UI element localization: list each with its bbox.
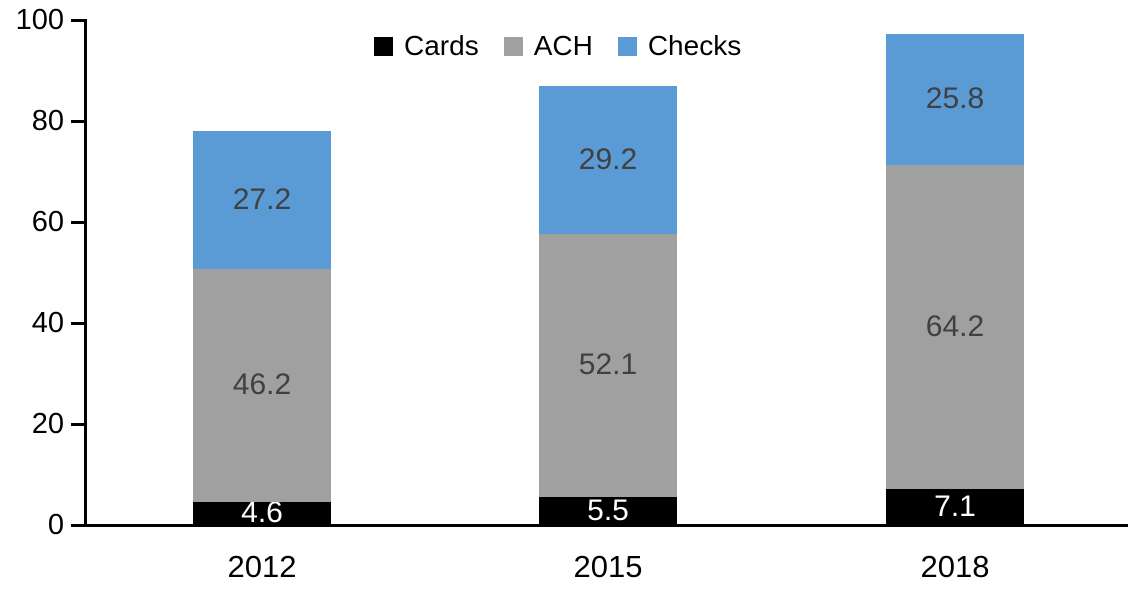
y-axis-tick-label: 0 xyxy=(47,509,64,541)
legend-label: ACH xyxy=(533,30,593,61)
data-label-cards-2015: 5.5 xyxy=(587,493,629,527)
y-axis-tick-mark xyxy=(71,220,85,224)
x-axis-category-label: 2015 xyxy=(573,549,643,584)
data-label-ach-2018: 64.2 xyxy=(925,309,985,343)
x-axis-category-label: 2018 xyxy=(920,549,990,584)
y-axis-tick-mark xyxy=(71,18,85,22)
legend-item-cards: Cards xyxy=(374,32,479,60)
data-label-checks-2015: 29.2 xyxy=(578,143,638,177)
y-axis-line xyxy=(84,19,87,527)
data-label-cards-2012: 4.6 xyxy=(241,496,283,530)
bar-segment-checks-2015: 29.2 xyxy=(539,86,677,234)
data-label-ach-2012: 46.2 xyxy=(232,368,292,402)
y-axis-tick-mark xyxy=(71,422,85,426)
legend-item-checks: Checks xyxy=(617,30,742,61)
chart-legend: Cards ACH Checks xyxy=(374,30,741,62)
y-axis-tick-label: 40 xyxy=(31,307,64,339)
legend-swatch-checks xyxy=(617,36,637,56)
bar-segment-checks-2018: 25.8 xyxy=(886,34,1024,165)
data-label-checks-2012: 27.2 xyxy=(232,182,292,216)
y-axis-tick-mark xyxy=(71,523,85,527)
y-axis-tick-mark xyxy=(71,119,85,123)
data-label-checks-2018: 25.8 xyxy=(925,82,985,116)
bar-segment-checks-2012: 27.2 xyxy=(193,131,331,269)
legend-swatch-ach xyxy=(503,36,523,56)
bar-2015: 5.5 52.1 29.2 xyxy=(539,86,677,527)
bar-2012: 4.6 46.2 27.2 xyxy=(193,131,331,528)
bar-segment-ach-2015: 52.1 xyxy=(539,233,677,497)
data-label-cards-2018: 7.1 xyxy=(934,489,976,523)
legend-label: Cards xyxy=(404,30,479,61)
bar-segment-cards-2015: 5.5 xyxy=(539,493,677,527)
bar-segment-cards-2018: 7.1 xyxy=(886,488,1024,525)
legend-label: Checks xyxy=(647,30,742,61)
x-axis-category-label: 2012 xyxy=(227,549,297,584)
bar-segment-ach-2018: 64.2 xyxy=(886,164,1024,489)
bar-2018: 7.1 64.2 25.8 xyxy=(886,34,1024,525)
x-axis-line xyxy=(71,524,1128,527)
y-axis-tick-label: 60 xyxy=(31,206,64,238)
y-axis-tick-label: 80 xyxy=(31,105,64,137)
legend-item-ach: ACH xyxy=(503,30,593,61)
bar-segment-ach-2012: 46.2 xyxy=(193,268,331,502)
y-axis-tick-label: 20 xyxy=(31,408,64,440)
bar-segment-cards-2012: 4.6 xyxy=(193,498,331,528)
legend-swatch-cards xyxy=(374,36,393,56)
y-axis-tick-label: 100 xyxy=(15,4,64,36)
y-axis-tick-mark xyxy=(71,321,85,325)
data-label-ach-2015: 52.1 xyxy=(578,348,638,382)
